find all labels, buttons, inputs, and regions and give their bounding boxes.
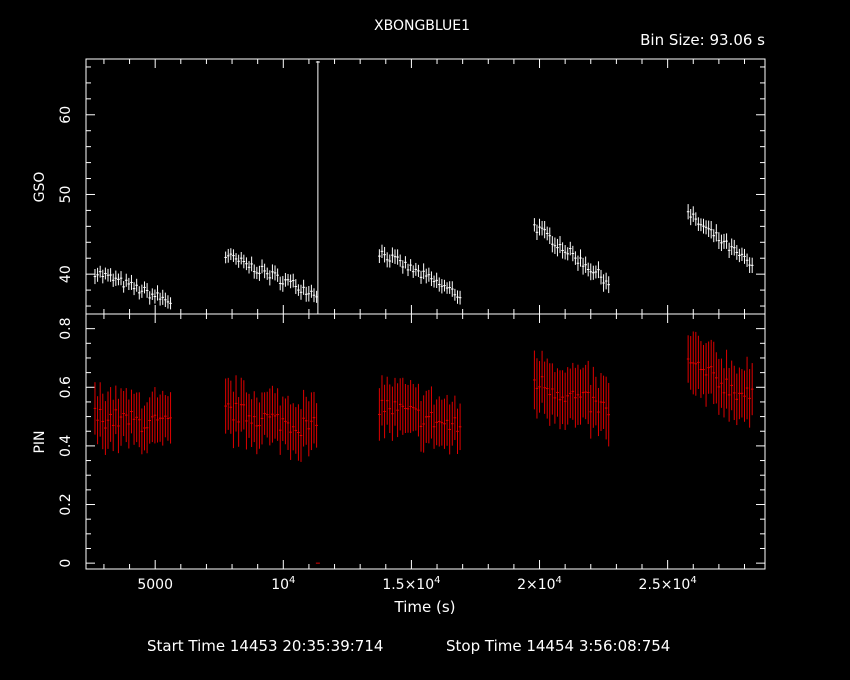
x-tick-label: 1.5×104	[382, 575, 440, 593]
gso-axis-ticks: 40 50 60	[58, 66, 765, 307]
x-axis-label: Time (s)	[394, 598, 456, 616]
x-axis-ticks: 5000 104 1.5×104 2×104 2.5×104	[103, 59, 746, 593]
x-tick-label: 5000	[137, 577, 173, 593]
pin-y-tick-label: 0.4	[58, 435, 74, 457]
pin-y-tick-label: 0.8	[58, 318, 74, 340]
pin-y-tick-label: 0.6	[58, 376, 74, 398]
pin-axis-ticks: 0 0.2 0.4 0.6 0.8	[58, 318, 765, 568]
pin-axis-label: PIN	[32, 430, 48, 453]
x-tick-label: 2.5×104	[639, 575, 697, 593]
pin-y-tick-label: 0.2	[58, 493, 74, 515]
pin-panel-frame	[85, 313, 766, 570]
plot-title: XBONGBLUE1	[374, 18, 470, 34]
gso-y-tick-label: 60	[58, 106, 74, 124]
pin-series	[93, 331, 754, 564]
gso-y-tick-label: 50	[58, 186, 74, 204]
x-tick-label: 2×104	[517, 575, 562, 593]
x-tick-label: 104	[271, 575, 295, 593]
gso-y-tick-label: 40	[58, 265, 74, 283]
stop-time-label: Stop Time 14454 3:56:08:754	[446, 637, 670, 655]
start-time-label: Start Time 14453 20:35:39:714	[147, 637, 383, 655]
pin-y-tick-label: 0	[58, 559, 74, 568]
bin-size-label: Bin Size: 93.06 s	[640, 31, 765, 49]
gso-axis-label: GSO	[32, 172, 48, 203]
gso-series	[93, 61, 754, 314]
